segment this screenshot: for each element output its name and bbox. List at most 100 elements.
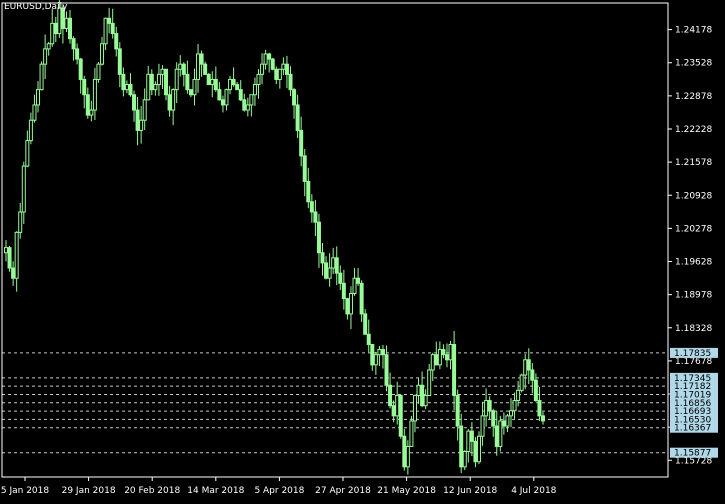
time-tick-label: 21 May 2018: [377, 486, 436, 496]
candle-body: [501, 420, 506, 427]
level-tag-label: 1.17835: [674, 349, 711, 359]
candle-body: [494, 425, 499, 447]
candle-body: [160, 68, 165, 75]
level-tag-box: [670, 381, 718, 392]
candle-body: [7, 247, 12, 269]
candle-body: [388, 384, 393, 407]
time-tick-label: 12 Jun 2018: [443, 486, 497, 496]
price-tick-label: 1.17678: [675, 357, 712, 367]
candle-body: [60, 7, 65, 29]
candle-body: [391, 405, 396, 417]
candle-body: [277, 68, 282, 80]
price-tick-label: 1.15728: [675, 456, 712, 466]
candle-body: [345, 298, 350, 315]
candle-body: [124, 84, 129, 91]
time-tick-label: 5 Apr 2018: [254, 486, 304, 496]
candle-body: [320, 252, 325, 264]
candle-body: [384, 354, 389, 386]
candle-body: [171, 89, 176, 111]
level-tag-box: [670, 422, 718, 433]
candle-body: [302, 155, 307, 182]
candle-body: [377, 349, 382, 356]
candle-body: [523, 359, 528, 376]
candle-body: [263, 53, 268, 65]
level-tag-box: [670, 372, 718, 383]
candle-body: [117, 48, 122, 75]
candle-body: [537, 400, 542, 417]
candle-body: [188, 89, 193, 96]
symbol-timeframe-label: EURUSD,Daily: [4, 2, 68, 12]
level-tag-label: 1.17182: [674, 382, 711, 392]
candle-body: [359, 282, 364, 315]
candle-body: [89, 109, 94, 116]
candle-body: [427, 369, 432, 396]
candle-body: [434, 354, 439, 366]
level-tag-box: [670, 347, 718, 358]
time-tick-label: 29 Jan 2018: [62, 486, 116, 496]
candle-body: [245, 104, 250, 111]
candle-body: [416, 384, 421, 396]
candle-body: [519, 374, 524, 391]
candle-body: [373, 354, 378, 366]
candle-body: [260, 63, 265, 75]
candle-body: [85, 94, 90, 116]
candle-body: [405, 445, 410, 468]
candle-body: [181, 63, 186, 75]
candle-body: [380, 349, 385, 356]
candle-body: [78, 58, 83, 80]
candle-body: [284, 63, 289, 75]
candle-body: [491, 410, 496, 427]
candle-body: [220, 99, 225, 106]
price-tick-label: 1.21578: [675, 158, 712, 168]
candle-body: [4, 247, 8, 254]
candle-body: [292, 89, 297, 106]
price-tick-label: 1.18328: [675, 324, 712, 334]
candle-body: [192, 78, 197, 96]
candle-body: [423, 394, 428, 407]
candle-body: [267, 53, 272, 60]
candle-body: [352, 277, 357, 295]
candle-body: [366, 333, 371, 345]
candle-body: [309, 201, 314, 213]
candle-body: [185, 73, 190, 91]
candle-body: [455, 394, 460, 427]
price-tick-label: 1.23528: [675, 59, 712, 69]
level-tag-box: [670, 406, 718, 417]
candle-body: [516, 389, 521, 402]
candles: [4, 0, 545, 475]
candle-body: [174, 68, 179, 91]
candle-body: [341, 282, 346, 300]
candle-body: [526, 359, 531, 371]
candle-body: [32, 104, 37, 121]
candle-body: [213, 78, 218, 91]
candle-body: [281, 63, 286, 70]
level-tag-box: [670, 447, 718, 458]
candle-body: [139, 119, 144, 131]
candle-body: [128, 84, 133, 96]
candle-body: [25, 140, 30, 167]
candle-body: [132, 94, 137, 111]
candle-body: [334, 257, 339, 274]
candle-body: [28, 119, 33, 142]
candle-body: [36, 89, 41, 106]
candle-body: [75, 48, 80, 60]
candle-body: [167, 94, 172, 111]
candle-body: [299, 129, 304, 157]
candle-body: [11, 267, 16, 279]
time-tick-label: 20 Feb 2018: [124, 486, 180, 496]
candle-body: [156, 73, 161, 86]
time-tick-label: 4 Jul 2018: [511, 486, 556, 496]
candle-body: [420, 384, 425, 407]
candle-body: [107, 17, 112, 24]
candle-body: [178, 63, 183, 70]
time-tick-label: 14 Mar 2018: [187, 486, 244, 496]
candle-body: [82, 78, 87, 96]
candle-body: [441, 349, 446, 356]
candle-body: [110, 22, 115, 35]
time-tick-label: 27 Apr 2018: [315, 486, 371, 496]
price-tick-label: 1.18978: [675, 291, 712, 301]
candle-body: [324, 262, 329, 279]
candle-body: [270, 58, 275, 70]
